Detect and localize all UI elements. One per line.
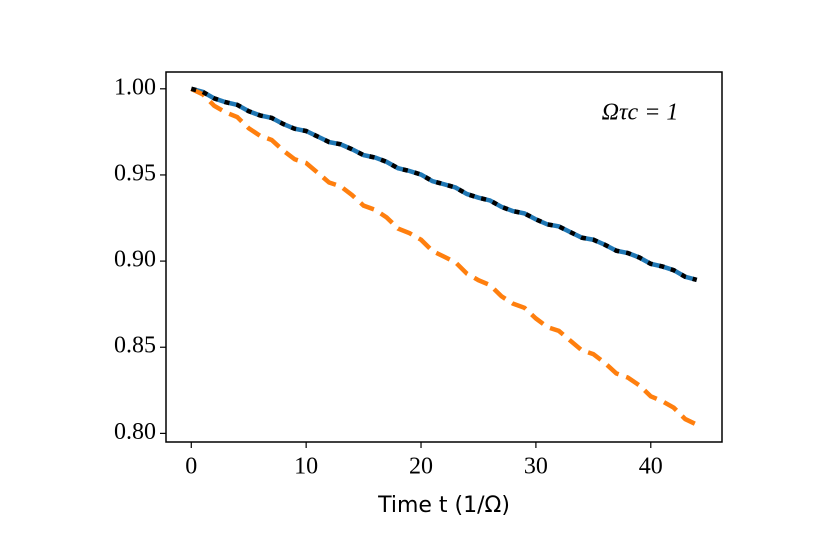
annotation: Ωτc = 1 xyxy=(602,100,679,126)
x-tick-label: 40 xyxy=(639,454,663,480)
x-tick-label: 20 xyxy=(409,454,433,480)
plot-frame xyxy=(165,71,723,443)
line-series xyxy=(190,86,698,283)
y-tick-label: 0.80 xyxy=(114,419,156,445)
x-tick-label: 10 xyxy=(294,454,318,480)
y-tick-label: 0.90 xyxy=(114,247,156,273)
y-tick-label: 1.00 xyxy=(114,74,156,100)
x-tick-label: 0 xyxy=(185,454,197,480)
y-tick-label: 0.85 xyxy=(114,333,156,359)
x-axis-label: Time t (1/Ω) xyxy=(377,493,510,518)
y-tick-label: 0.95 xyxy=(114,160,156,186)
x-tick-label: 30 xyxy=(524,454,548,480)
line-series xyxy=(190,86,698,427)
